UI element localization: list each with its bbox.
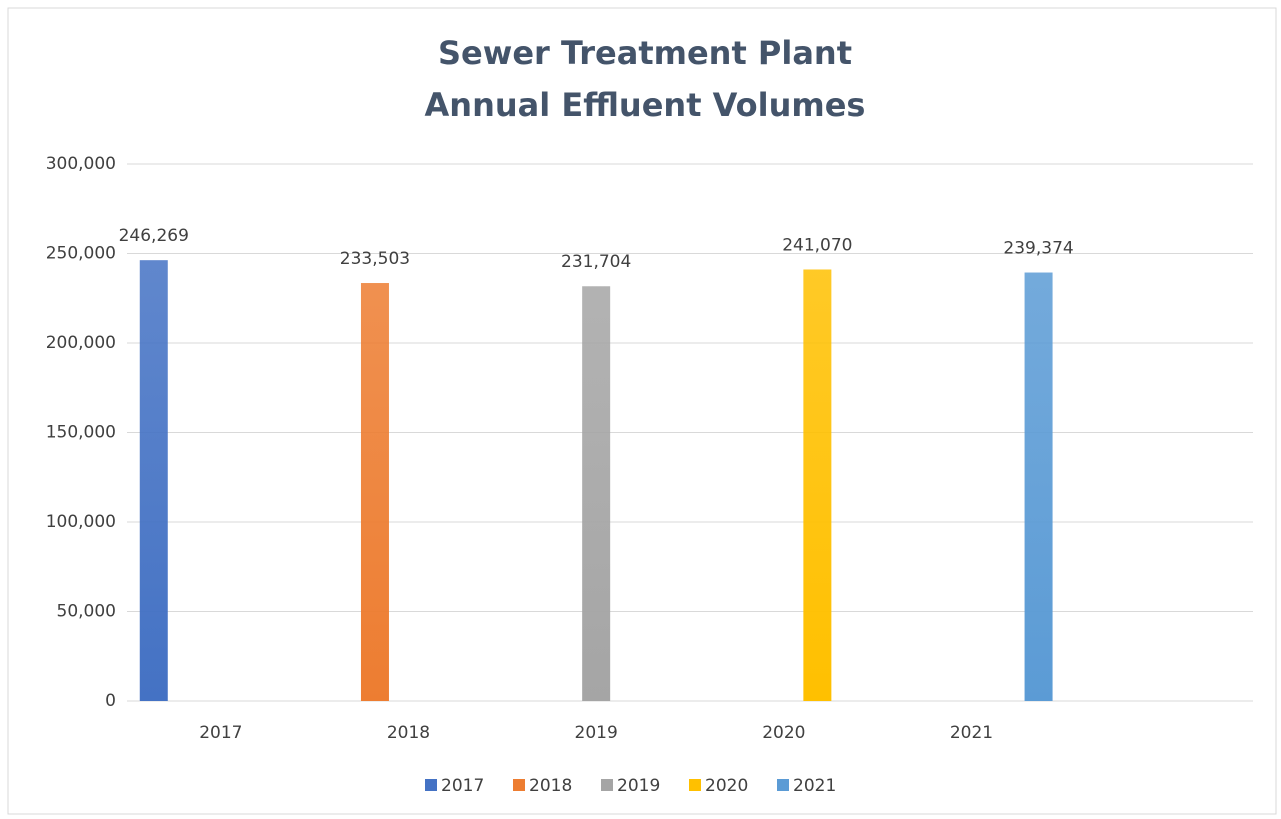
legend-label: 2017 <box>441 776 484 796</box>
y-tick-label: 300,000 <box>46 154 116 174</box>
legend-swatch <box>689 779 701 791</box>
bar <box>803 269 832 701</box>
data-label: 231,704 <box>561 252 631 272</box>
y-tick-label: 50,000 <box>57 602 116 622</box>
legend-label: 2021 <box>793 776 836 796</box>
data-label: 239,374 <box>1003 239 1073 259</box>
legend-swatch <box>425 779 437 791</box>
x-tick-label: 2020 <box>762 723 805 743</box>
bar <box>139 260 168 701</box>
legend-swatch <box>513 779 525 791</box>
data-label: 246,269 <box>119 226 189 246</box>
chart-title: Annual Effluent Volumes <box>425 86 866 124</box>
y-tick-label: 0 <box>105 691 116 711</box>
legend-label: 2020 <box>705 776 748 796</box>
y-tick-label: 150,000 <box>46 423 116 443</box>
chart-title: Sewer Treatment Plant <box>438 34 852 72</box>
bar <box>360 283 389 701</box>
y-tick-label: 200,000 <box>46 333 116 353</box>
y-tick-label: 100,000 <box>46 512 116 532</box>
x-tick-label: 2017 <box>199 723 242 743</box>
legend-swatch <box>777 779 789 791</box>
bar <box>1024 272 1053 701</box>
chart-border <box>7 7 1277 815</box>
bar <box>582 286 611 701</box>
x-tick-label: 2019 <box>575 723 618 743</box>
legend-label: 2018 <box>529 776 572 796</box>
x-tick-label: 2018 <box>387 723 430 743</box>
legend-label: 2019 <box>617 776 660 796</box>
y-tick-label: 250,000 <box>46 244 116 264</box>
legend-swatch <box>601 779 613 791</box>
data-label: 233,503 <box>340 249 410 269</box>
x-tick-label: 2021 <box>950 723 993 743</box>
data-label: 241,070 <box>782 235 852 255</box>
